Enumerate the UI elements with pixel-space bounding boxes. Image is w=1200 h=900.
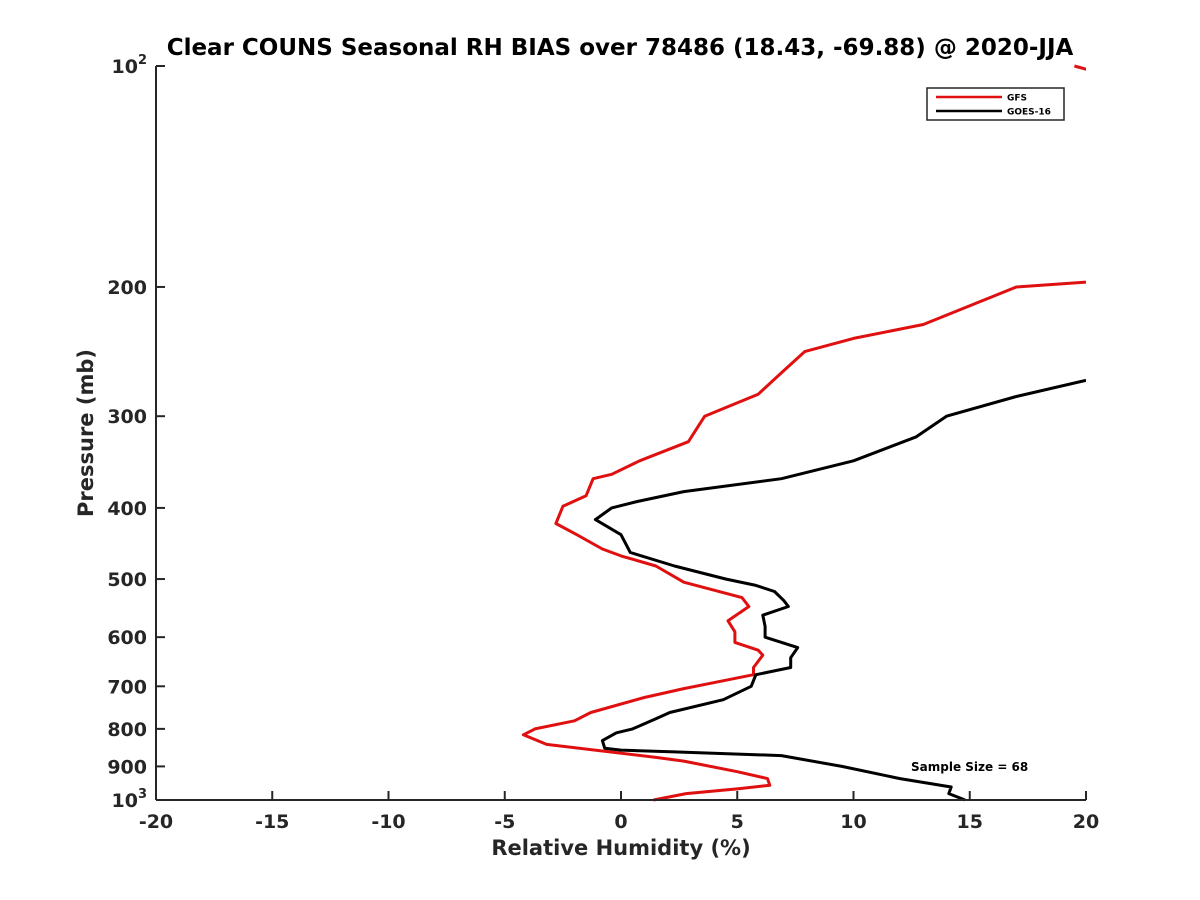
y-tick-label: 500: [107, 569, 147, 591]
chart-title: Clear COUNS Seasonal RH BIAS over 78486 …: [167, 35, 1074, 61]
series-line-goes16: [593, 378, 1086, 802]
y-tick-label: 300: [107, 406, 147, 428]
legend-label-gfs: GFS: [1007, 94, 1027, 104]
y-axis-ticks: 102 200 300 400 500 600 700 800 900 103: [107, 53, 165, 812]
series-line-gfs: [521, 280, 1086, 802]
y-tick-label: 103: [112, 787, 148, 812]
series-line-gfs: [1074, 64, 1086, 71]
legend: GFS GOES-16: [926, 87, 1065, 121]
legend-box: [926, 87, 1065, 121]
y-tick-label: 400: [107, 498, 147, 520]
plot-lines: [521, 64, 1086, 802]
x-tick-label: 20: [1073, 811, 1099, 833]
x-tick-label: -15: [255, 811, 289, 833]
x-axis-label: Relative Humidity (%): [491, 836, 750, 860]
legend-label-goes16: GOES-16: [1007, 108, 1051, 118]
x-tick-label: 15: [957, 811, 983, 833]
y-tick-label: 200: [107, 277, 147, 299]
x-tick-label: -10: [371, 811, 405, 833]
sample-size-annotation: Sample Size = 68: [911, 760, 1028, 774]
y-axis-label: Pressure (mb): [74, 349, 98, 517]
y-tick-label: 600: [107, 627, 147, 649]
x-tick-label: 0: [614, 811, 627, 833]
x-axis-ticks: -20 -15 -10 -5 0 5 10 15 20: [139, 791, 1099, 833]
x-tick-label: -5: [494, 811, 515, 833]
y-tick-label: 900: [107, 756, 147, 778]
y-tick-label: 800: [107, 719, 147, 741]
y-tick-label: 700: [107, 676, 147, 698]
x-tick-label: -20: [139, 811, 173, 833]
y-tick-label: 102: [112, 53, 148, 78]
x-tick-label: 10: [840, 811, 866, 833]
x-tick-label: 5: [731, 811, 744, 833]
